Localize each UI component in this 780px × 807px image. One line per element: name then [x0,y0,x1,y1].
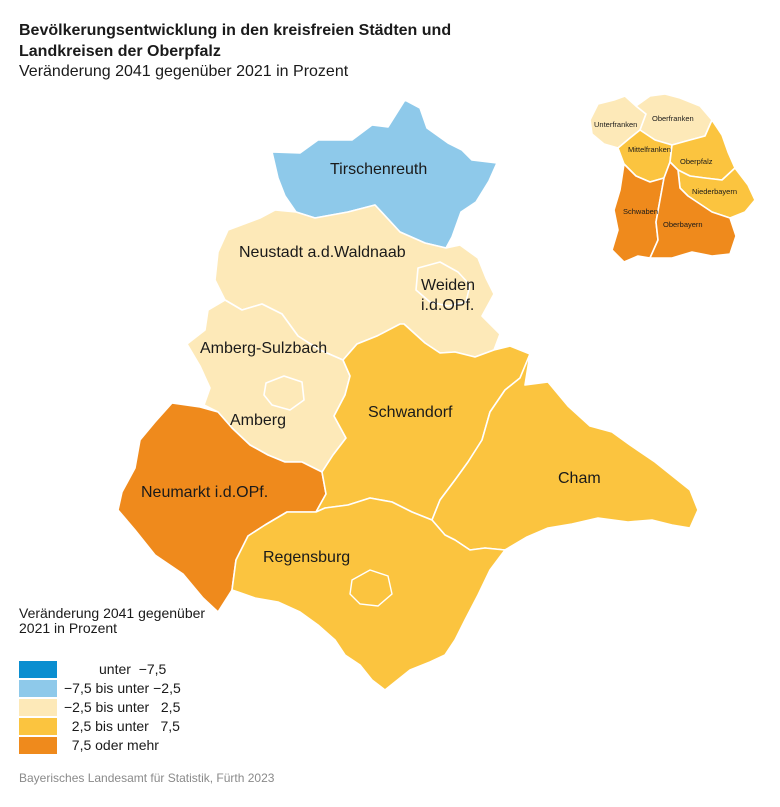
inset-label-oberpfalz: Oberpfalz [680,157,713,166]
legend-swatch [19,680,57,697]
inset-bavaria: Unterfranken Oberfranken Mittelfranken O… [589,93,756,263]
legend-label: 2,5 bis unter 7,5 [64,718,180,734]
legend-swatch [19,718,57,735]
label-amberg-sulzbach: Amberg-Sulzbach [200,340,327,357]
map-subtitle: Veränderung 2041 gegenüber 2021 in Proze… [19,63,349,80]
region-cham[interactable] [431,353,699,551]
inset-label-mittelfranken: Mittelfranken [628,145,671,154]
inset-label-oberbayern: Oberbayern [663,220,703,229]
map-title: Bevölkerungsentwicklung in den kreisfrei… [19,22,452,60]
boundary-regensburg-city [349,569,393,607]
legend-label: 7,5 oder mehr [64,737,159,753]
legend-swatch [19,699,57,716]
inset-label-unterfranken: Unterfranken [594,120,637,129]
label-cham: Cham [558,470,601,487]
label-schwandorf: Schwandorf [368,404,453,421]
legend-swatch [19,661,57,678]
legend-label: −2,5 bis unter 2,5 [64,699,181,715]
label-tirschenreuth: Tirschenreuth [330,161,427,178]
legend-swatch [19,737,57,754]
inset-label-niederbayern: Niederbayern [692,187,737,196]
label-weiden-2: i.d.OPf. [421,297,474,314]
label-weiden-1: Weiden [421,277,475,294]
region-regensburg[interactable] [231,497,506,691]
legend-title: Veränderung 2041 gegenüber 2021 in Proze… [19,605,206,636]
inset-label-schwaben: Schwaben [623,207,658,216]
label-amberg: Amberg [230,412,286,429]
label-regensburg: Regensburg [263,549,350,566]
legend-label: −7,5 bis unter −2,5 [64,680,181,696]
inset-oberbayern[interactable] [649,161,737,259]
legend-label: unter −7,5 [64,661,167,677]
label-neumarkt: Neumarkt i.d.OPf. [141,484,268,501]
region-amberg[interactable] [263,375,305,411]
inset-label-oberfranken: Oberfranken [652,114,694,123]
region-weiden[interactable] [415,261,471,307]
source-note: Bayerisches Landesamt für Statistik, Für… [19,771,275,785]
label-neustadt: Neustadt a.d.Waldnaab [239,244,406,261]
